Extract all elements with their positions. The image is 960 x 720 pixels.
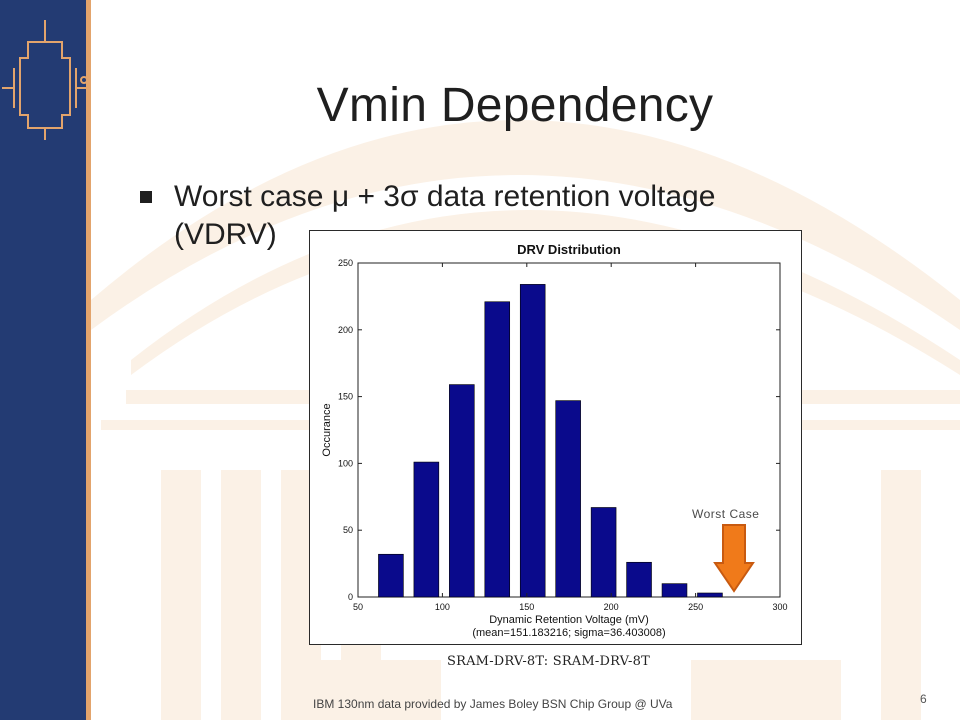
sidebar-band	[0, 0, 90, 720]
bullet-item: Worst case μ + 3σ data retention voltage…	[140, 178, 820, 254]
bullet-text: Worst case μ + 3σ data retention voltage…	[174, 180, 716, 251]
y-tick-label: 0	[348, 592, 353, 602]
circuit-transistor-icon	[2, 20, 88, 140]
y-tick-label: 50	[343, 525, 353, 535]
y-tick-label: 100	[338, 458, 353, 468]
square-bullet-icon	[140, 191, 152, 203]
x-tick-label: 200	[604, 602, 619, 612]
histogram-bar	[519, 284, 546, 598]
histogram-bar	[378, 553, 404, 598]
footer-source: IBM 130nm data provided by James Boley B…	[313, 697, 673, 711]
x-axis-sublabel: (mean=151.183216; sigma=36.403008)	[472, 627, 665, 639]
figure-caption: SRAM-DRV-8T: SRAM-DRV-8T	[447, 654, 650, 669]
y-axis-label: Occurance	[321, 403, 333, 456]
page-number: 6	[920, 692, 927, 706]
y-tick-label: 250	[338, 258, 353, 268]
histogram-bar	[555, 400, 581, 598]
bullet-list: Worst case μ + 3σ data retention voltage…	[140, 178, 820, 254]
x-tick-label: 250	[688, 602, 703, 612]
y-tick-label: 150	[338, 392, 353, 402]
x-tick-label: 50	[353, 602, 363, 612]
slide-title: Vmin Dependency	[316, 79, 714, 132]
x-tick-label: 100	[435, 602, 450, 612]
histogram-bar	[590, 507, 617, 598]
histogram-bar	[449, 384, 475, 598]
histogram-bar	[697, 592, 723, 598]
histogram-bar	[661, 583, 688, 598]
histogram-bar	[484, 301, 511, 598]
x-axis-label: Dynamic Retention Voltage (mV)	[489, 614, 649, 626]
sidebar-accent-line	[86, 0, 91, 720]
histogram-bar	[413, 461, 440, 598]
chart-title: DRV Distribution	[517, 242, 621, 257]
x-tick-label: 300	[772, 602, 787, 612]
worst-case-label: Worst Case	[692, 507, 760, 521]
down-arrow-icon	[713, 524, 755, 593]
y-tick-label: 200	[338, 325, 353, 335]
chart-frame: 50 100 150 200 250 300 0 50 100 150 200 250 DRV Dist…	[309, 230, 802, 645]
x-tick-label: 150	[519, 602, 534, 612]
histogram-bar	[626, 561, 652, 598]
